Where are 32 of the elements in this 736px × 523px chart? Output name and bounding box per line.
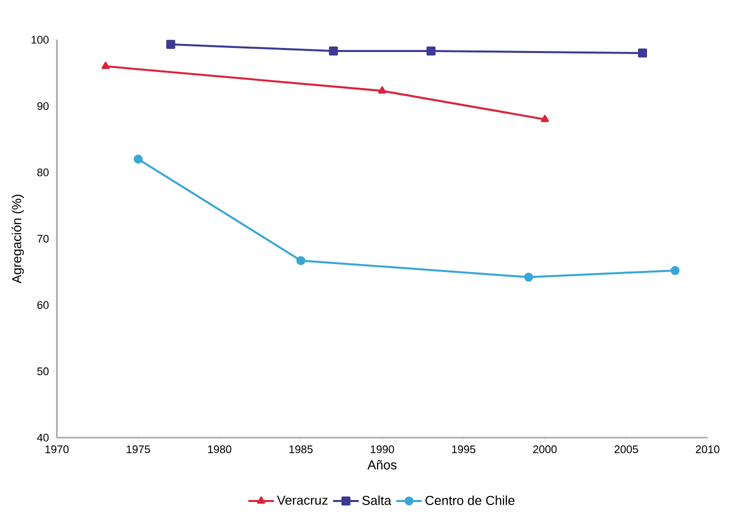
legend-label: Veracruz (276, 496, 328, 505)
y-axis-title: Agregación (%) (12, 194, 24, 284)
x-tick-label: 2005 (614, 445, 638, 454)
x-tick-label: 2000 (533, 445, 557, 454)
point (102, 62, 110, 70)
x-tick-label: 1990 (370, 445, 394, 454)
point (524, 272, 534, 282)
legend-label: Salta (362, 496, 392, 506)
x-tick-label: 1980 (208, 445, 232, 454)
x-tick-label: 1985 (289, 445, 313, 454)
point (166, 40, 176, 49)
y-tick-label: 40 (37, 434, 49, 442)
y-tick-label: 50 (37, 367, 49, 376)
x-tick-label: 1970 (45, 445, 69, 454)
point (540, 114, 549, 122)
x-axis-title: Años (367, 460, 397, 470)
point (670, 266, 680, 276)
point (328, 46, 338, 56)
legend-label: Centro de Chile (426, 496, 514, 506)
point (296, 256, 306, 266)
y-tick-label: 100 (32, 36, 49, 44)
point (638, 48, 647, 58)
y-tick-label: 60 (37, 301, 49, 309)
x-tick-label: 2010 (696, 445, 720, 454)
y-tick-label: 70 (37, 234, 49, 243)
point (134, 154, 143, 164)
y-tick-label: 80 (37, 168, 49, 176)
x-tick-label: 1995 (452, 445, 476, 454)
x-tick-label: 1975 (126, 445, 150, 454)
point (426, 46, 436, 56)
y-tick-label: 90 (37, 102, 49, 110)
point (378, 86, 386, 94)
